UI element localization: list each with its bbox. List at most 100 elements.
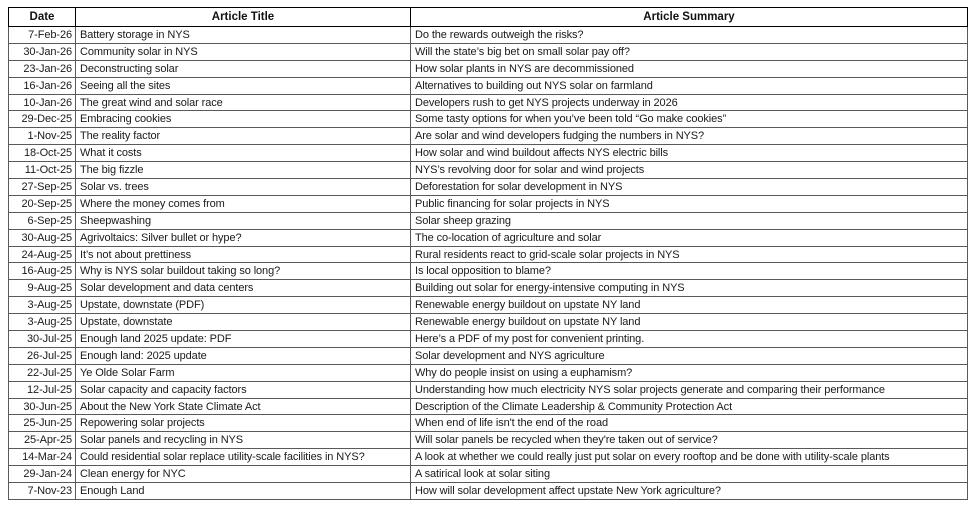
summary-cell: Will the state’s big bet on small solar … (410, 42, 968, 61)
summary-cell: Description of the Climate Leadership & … (410, 397, 968, 416)
date-cell: 30-Jul-25 (8, 330, 76, 348)
summary-cell: Renewable energy buildout on upstate NY … (410, 296, 968, 315)
title-cell: Solar capacity and capacity factors (75, 380, 411, 399)
table-row: 1-Nov-25 The reality factor Are solar and … (8, 127, 968, 146)
summary-cell: How solar plants in NYS are decommission… (410, 59, 968, 78)
table-row: 20-Sep-25 Where the money comes from Publi… (8, 194, 968, 213)
title-cell: About the New York State Climate Act (75, 397, 411, 416)
date-cell: 3-Aug-25 (8, 296, 76, 315)
title-cell: The great wind and solar race (75, 93, 411, 112)
column-header-summary: Article Summary (410, 7, 968, 27)
title-cell: The reality factor (75, 127, 411, 146)
title-cell: Enough Land (75, 482, 411, 500)
date-cell: 10-Jan-26 (8, 93, 76, 112)
date-cell: 22-Jul-25 (8, 363, 76, 382)
summary-cell: Solar sheep grazing (410, 211, 968, 230)
date-cell: 6-Sep-25 (8, 211, 76, 230)
table-row: 30-Aug-25 Agrivoltaics: Silver bullet or … (8, 228, 968, 247)
date-cell: 25-Apr-25 (8, 431, 76, 450)
table-row: 7-Nov-23 Enough Land How will solar develo… (8, 482, 968, 500)
date-cell: 23-Jan-26 (8, 59, 76, 78)
date-cell: 30-Aug-25 (8, 228, 76, 247)
date-cell: 12-Jul-25 (8, 380, 76, 399)
table-row: 11-Oct-25 The big fizzle NYS’s revolving d… (8, 161, 968, 180)
title-cell: Why is NYS solar buildout taking so long… (75, 262, 411, 281)
table-row: 3-Aug-25 Upstate, downstate Renewable ener… (8, 313, 968, 332)
column-header-title: Article Title (75, 7, 411, 27)
date-cell: 7-Feb-26 (8, 26, 76, 44)
articles-table: Date Article Title Article Summary 7-Feb… (8, 7, 968, 500)
date-cell: 18-Oct-25 (8, 144, 76, 163)
table-row: 14-Mar-24 Could residential solar replace… (8, 448, 968, 467)
title-cell: Community solar in NYS (75, 42, 411, 61)
table-row: 7-Feb-26 Battery storage in NYS Do the rew… (8, 26, 968, 44)
table-row: 9-Aug-25 Solar development and data cente… (8, 279, 968, 298)
title-cell: Seeing all the sites (75, 76, 411, 95)
title-cell: Upstate, downstate (75, 313, 411, 332)
date-cell: 11-Oct-25 (8, 161, 76, 180)
title-cell: Solar development and data centers (75, 279, 411, 298)
summary-cell: The co-location of agriculture and solar (410, 228, 968, 247)
summary-cell: Some tasty options for when you’ve been … (410, 110, 968, 129)
title-cell: Sheepwashing (75, 211, 411, 230)
table-row: 27-Sep-25 Solar vs. trees Deforestation fo… (8, 178, 968, 196)
summary-cell: Here’s a PDF of my post for convenient p… (410, 330, 968, 348)
table-row: 6-Sep-25 Sheepwashing Solar sheep grazing (8, 211, 968, 230)
title-cell: Agrivoltaics: Silver bullet or hype? (75, 228, 411, 247)
date-cell: 3-Aug-25 (8, 313, 76, 332)
summary-cell: A look at whether we could really just p… (410, 448, 968, 467)
title-cell: Solar panels and recycling in NYS (75, 431, 411, 450)
date-cell: 29-Jan-24 (8, 465, 76, 484)
summary-cell: How solar and wind buildout affects NYS … (410, 144, 968, 163)
table-row: 26-Jul-25 Enough land: 2025 update Solar d… (8, 346, 968, 365)
table-body: 7-Feb-26 Battery storage in NYS Do the rew… (8, 26, 968, 500)
summary-cell: Renewable energy buildout on upstate NY … (410, 313, 968, 332)
table-row: 10-Jan-26 The great wind and solar race De… (8, 93, 968, 112)
table-row: 30-Jul-25 Enough land 2025 update: PDF Her… (8, 330, 968, 348)
table-row: 12-Jul-25 Solar capacity and capacity fac… (8, 380, 968, 399)
table-row: 16-Jan-26 Seeing all the sites Alternative… (8, 76, 968, 95)
title-cell: Repowering solar projects (75, 414, 411, 433)
summary-cell: Deforestation for solar development in N… (410, 178, 968, 196)
table-row: 3-Aug-25 Upstate, downstate (PDF) Renewabl… (8, 296, 968, 315)
date-cell: 26-Jul-25 (8, 346, 76, 365)
title-cell: Enough land: 2025 update (75, 346, 411, 365)
summary-cell: Why do people insist on using a euphamis… (410, 363, 968, 382)
column-header-date: Date (8, 7, 76, 27)
date-cell: 16-Aug-25 (8, 262, 76, 281)
date-cell: 1-Nov-25 (8, 127, 76, 146)
summary-cell: Solar development and NYS agriculture (410, 346, 968, 365)
header-row: Date Article Title Article Summary (8, 7, 968, 27)
date-cell: 20-Sep-25 (8, 194, 76, 213)
title-cell: Clean energy for NYC (75, 465, 411, 484)
table-row: 25-Apr-25 Solar panels and recycling in N… (8, 431, 968, 450)
date-cell: 9-Aug-25 (8, 279, 76, 298)
date-cell: 24-Aug-25 (8, 245, 76, 264)
title-cell: Deconstructing solar (75, 59, 411, 78)
title-cell: It’s not about prettiness (75, 245, 411, 264)
summary-cell: Alternatives to building out NYS solar o… (410, 76, 968, 95)
date-cell: 16-Jan-26 (8, 76, 76, 95)
summary-cell: Developers rush to get NYS projects unde… (410, 93, 968, 112)
date-cell: 14-Mar-24 (8, 448, 76, 467)
table-row: 29-Jan-24 Clean energy for NYC A satirical… (8, 465, 968, 484)
table-row: 18-Oct-25 What it costs How solar and wind… (8, 144, 968, 163)
table-row: 23-Jan-26 Deconstructing solar How solar p… (8, 59, 968, 78)
table-row: 30-Jun-25 About the New York State Climat… (8, 397, 968, 416)
table-row: 25-Jun-25 Repowering solar projects When e… (8, 414, 968, 433)
summary-cell: Rural residents react to grid-scale sola… (410, 245, 968, 264)
date-cell: 30-Jun-25 (8, 397, 76, 416)
summary-cell: Will solar panels be recycled when they'… (410, 431, 968, 450)
summary-cell: Is local opposition to blame? (410, 262, 968, 281)
table-header: Date Article Title Article Summary (8, 7, 968, 27)
date-cell: 7-Nov-23 (8, 482, 76, 500)
title-cell: Ye Olde Solar Farm (75, 363, 411, 382)
title-cell: The big fizzle (75, 161, 411, 180)
summary-cell: How will solar development affect upstat… (410, 482, 968, 500)
date-cell: 27-Sep-25 (8, 178, 76, 196)
table-row: 30-Jan-26 Community solar in NYS Will the … (8, 42, 968, 61)
table-row: 16-Aug-25 Why is NYS solar buildout takin… (8, 262, 968, 281)
table-row: 24-Aug-25 It’s not about prettiness Rural … (8, 245, 968, 264)
summary-cell: When end of life isn't the end of the ro… (410, 414, 968, 433)
summary-cell: Public financing for solar projects in N… (410, 194, 968, 213)
